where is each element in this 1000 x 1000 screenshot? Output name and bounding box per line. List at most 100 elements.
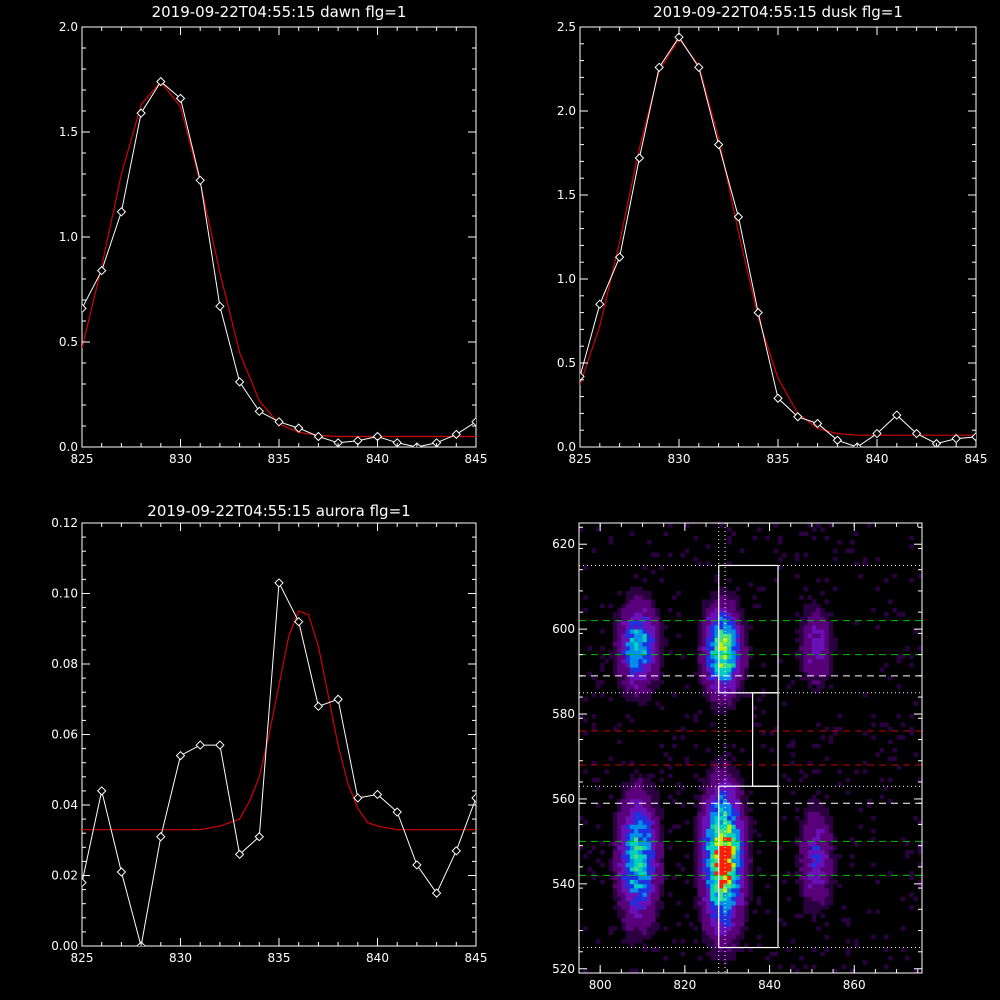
dusk-chart-title: 2019-09-22T04:55:15 dusk flg=1 bbox=[653, 3, 903, 21]
heatmap-cell bbox=[617, 798, 622, 804]
heatmap-cell bbox=[794, 862, 800, 868]
heatmap-cell bbox=[735, 781, 741, 787]
heatmap-cell bbox=[731, 790, 736, 795]
heatmap-cell bbox=[701, 934, 707, 940]
aurora-data-point bbox=[451, 846, 462, 856]
heatmap-cell bbox=[718, 697, 724, 702]
heatmap-cell bbox=[650, 641, 656, 647]
heatmap-cell bbox=[816, 743, 821, 749]
heatmap-cell bbox=[735, 697, 741, 702]
heatmap-cell bbox=[710, 607, 715, 613]
heatmap-cell bbox=[718, 794, 724, 800]
heatmap-cell bbox=[735, 896, 741, 902]
heatmap-cell bbox=[807, 832, 813, 838]
heatmap-cell bbox=[828, 663, 834, 668]
heatmap-cell bbox=[799, 862, 804, 868]
heatmap-cell bbox=[811, 862, 817, 868]
heatmap-cell bbox=[650, 663, 656, 668]
heatmap-cell bbox=[625, 845, 631, 851]
heatmap-cell bbox=[824, 879, 830, 885]
heatmap-cell bbox=[634, 926, 639, 931]
heatmap-cell bbox=[634, 875, 639, 880]
heatmap-cell bbox=[714, 595, 720, 600]
heatmap-cell bbox=[617, 841, 622, 846]
heatmap-cell bbox=[710, 786, 715, 791]
heatmap-cell bbox=[714, 573, 720, 579]
heatmap-cell bbox=[638, 871, 643, 876]
heatmap-cell bbox=[824, 671, 830, 677]
heatmap-cell bbox=[824, 866, 830, 872]
heatmap-cell bbox=[892, 607, 897, 613]
heatmap-cell bbox=[706, 926, 711, 931]
heatmap-cell bbox=[718, 658, 724, 664]
heatmap-cell bbox=[811, 815, 817, 821]
heatmap-cell bbox=[727, 794, 732, 800]
heatmap-cell bbox=[617, 807, 622, 812]
heatmap-cell bbox=[680, 803, 686, 808]
heatmap-cell bbox=[811, 832, 817, 838]
heatmap-cell bbox=[655, 892, 660, 897]
heatmap-cell bbox=[710, 764, 715, 770]
heatmap-cell bbox=[642, 641, 648, 647]
y-tick-label: 520 bbox=[552, 962, 575, 976]
heatmap-cell bbox=[621, 620, 626, 626]
heatmap-cell bbox=[735, 633, 741, 638]
heatmap-cell bbox=[739, 926, 745, 931]
heatmap-cell bbox=[655, 888, 660, 893]
heatmap-cell bbox=[714, 875, 720, 880]
heatmap-cell bbox=[714, 905, 720, 910]
heatmap-cell bbox=[659, 671, 664, 677]
heatmap-cell bbox=[663, 926, 669, 931]
heatmap-cell bbox=[629, 697, 635, 702]
heatmap-cell bbox=[608, 930, 614, 936]
heatmap-cell bbox=[612, 620, 618, 626]
heatmap-cell bbox=[731, 629, 736, 634]
heatmap-cell bbox=[731, 888, 736, 893]
heatmap-cell bbox=[621, 905, 626, 910]
heatmap-cell bbox=[756, 900, 762, 906]
heatmap-cell bbox=[710, 956, 715, 961]
heatmap-cell bbox=[820, 612, 825, 617]
heatmap-cell bbox=[718, 590, 724, 596]
heatmap-cell bbox=[756, 934, 762, 940]
heatmap-cell bbox=[706, 922, 711, 927]
heatmap-cell bbox=[646, 905, 652, 910]
heatmap-cell bbox=[612, 879, 618, 885]
heatmap-cell bbox=[816, 616, 821, 621]
heatmap-cell bbox=[735, 654, 741, 660]
heatmap-cell bbox=[625, 684, 631, 689]
heatmap-cell bbox=[714, 599, 720, 604]
heatmap-cell bbox=[697, 862, 703, 868]
heatmap-cell bbox=[794, 871, 800, 876]
heatmap-cell bbox=[714, 849, 720, 855]
y-tick-label: 560 bbox=[552, 792, 575, 806]
heatmap-cell bbox=[693, 803, 698, 808]
heatmap-cell bbox=[879, 722, 885, 728]
heatmap-cell bbox=[617, 629, 622, 634]
heatmap-cell bbox=[786, 947, 792, 953]
heatmap-cell bbox=[731, 781, 736, 787]
heatmap-cell bbox=[888, 956, 893, 961]
heatmap-cell bbox=[655, 849, 660, 855]
heatmap-cell bbox=[739, 620, 745, 626]
heatmap-cell bbox=[718, 523, 724, 528]
heatmap-cell bbox=[625, 815, 631, 821]
heatmap-cell bbox=[828, 650, 834, 655]
heatmap-cell bbox=[811, 535, 817, 541]
heatmap-cell bbox=[629, 896, 635, 902]
heatmap-cell bbox=[621, 680, 626, 685]
aurora-data-point bbox=[471, 793, 476, 803]
heatmap-cell bbox=[824, 875, 830, 880]
heatmap-cell bbox=[663, 752, 669, 757]
heatmap-cell bbox=[744, 845, 749, 851]
heatmap-cell bbox=[739, 909, 745, 914]
heatmap-cell bbox=[833, 556, 838, 562]
heatmap-cell bbox=[718, 798, 724, 804]
heatmap-cell bbox=[727, 811, 732, 817]
heatmap-cell bbox=[638, 828, 643, 834]
heatmap-cell bbox=[739, 892, 745, 897]
heatmap-cell bbox=[731, 764, 736, 770]
heatmap-cell bbox=[655, 905, 660, 910]
heatmap-cell bbox=[625, 714, 631, 719]
heatmap-cell bbox=[625, 871, 631, 876]
